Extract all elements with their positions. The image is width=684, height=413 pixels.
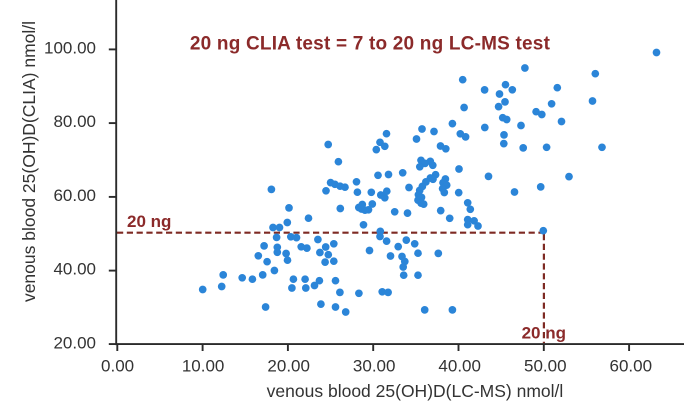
svg-text:40.00: 40.00 — [53, 260, 96, 279]
svg-text:50.00: 50.00 — [524, 356, 567, 375]
svg-text:40.00: 40.00 — [438, 356, 481, 375]
svg-text:60.00: 60.00 — [610, 356, 653, 375]
svg-text:20 ng: 20 ng — [522, 324, 566, 343]
svg-text:20 ng: 20 ng — [127, 212, 171, 231]
svg-text:30.00: 30.00 — [353, 356, 396, 375]
svg-text:10.00: 10.00 — [182, 356, 225, 375]
svg-text:100.00: 100.00 — [44, 38, 96, 57]
svg-text:0.00: 0.00 — [101, 356, 134, 375]
svg-text:20.00: 20.00 — [267, 356, 310, 375]
svg-text:80.00: 80.00 — [53, 112, 96, 131]
svg-text:20 ng CLIA test = 7 to 20 ng L: 20 ng CLIA test = 7 to 20 ng LC-MS test — [190, 34, 551, 55]
svg-text:20.00: 20.00 — [53, 333, 96, 352]
svg-text:venous blood 25(OH)D(CLIA) nmo: venous blood 25(OH)D(CLIA) nmol/l — [19, 21, 39, 302]
svg-text:venous blood 25(OH)D(LC-MS) nm: venous blood 25(OH)D(LC-MS) nmol/l — [267, 381, 564, 401]
svg-text:60.00: 60.00 — [53, 186, 96, 205]
